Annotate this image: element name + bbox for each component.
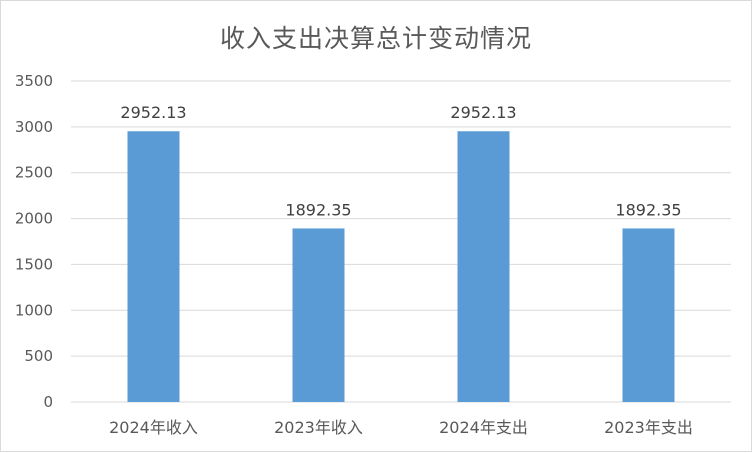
y-tick-label: 1500 <box>15 255 53 273</box>
y-tick-label: 0 <box>43 393 53 411</box>
bar <box>292 228 345 402</box>
x-category-label: 2024年收入 <box>109 418 198 437</box>
y-tick-label: 2500 <box>15 164 53 182</box>
data-labels: 2952.13 1892.35 2952.13 1892.35 <box>120 103 681 219</box>
x-category-label: 2024年支出 <box>439 418 528 437</box>
bar <box>457 131 510 403</box>
y-axis-ticks: 0 500 1000 1500 2000 2500 3000 3500 <box>15 72 53 411</box>
x-axis-categories: 2024年收入 2023年收入 2024年支出 2023年支出 <box>109 418 693 437</box>
y-tick-label: 1000 <box>15 301 53 319</box>
y-tick-label: 3000 <box>15 118 53 136</box>
data-label: 2952.13 <box>120 103 186 122</box>
chart-title: 收入支出决算总计变动情况 <box>219 24 532 53</box>
y-tick-label: 2000 <box>15 210 53 228</box>
bars <box>127 131 675 403</box>
y-tick-label: 3500 <box>15 72 53 90</box>
x-category-label: 2023年收入 <box>274 418 363 437</box>
gridlines <box>71 80 731 403</box>
bar <box>622 228 675 402</box>
data-label: 2952.13 <box>450 103 516 122</box>
data-label: 1892.35 <box>285 200 351 219</box>
y-tick-label: 500 <box>24 347 53 365</box>
bar <box>127 131 180 403</box>
x-category-label: 2023年支出 <box>604 418 693 437</box>
data-label: 1892.35 <box>615 200 681 219</box>
